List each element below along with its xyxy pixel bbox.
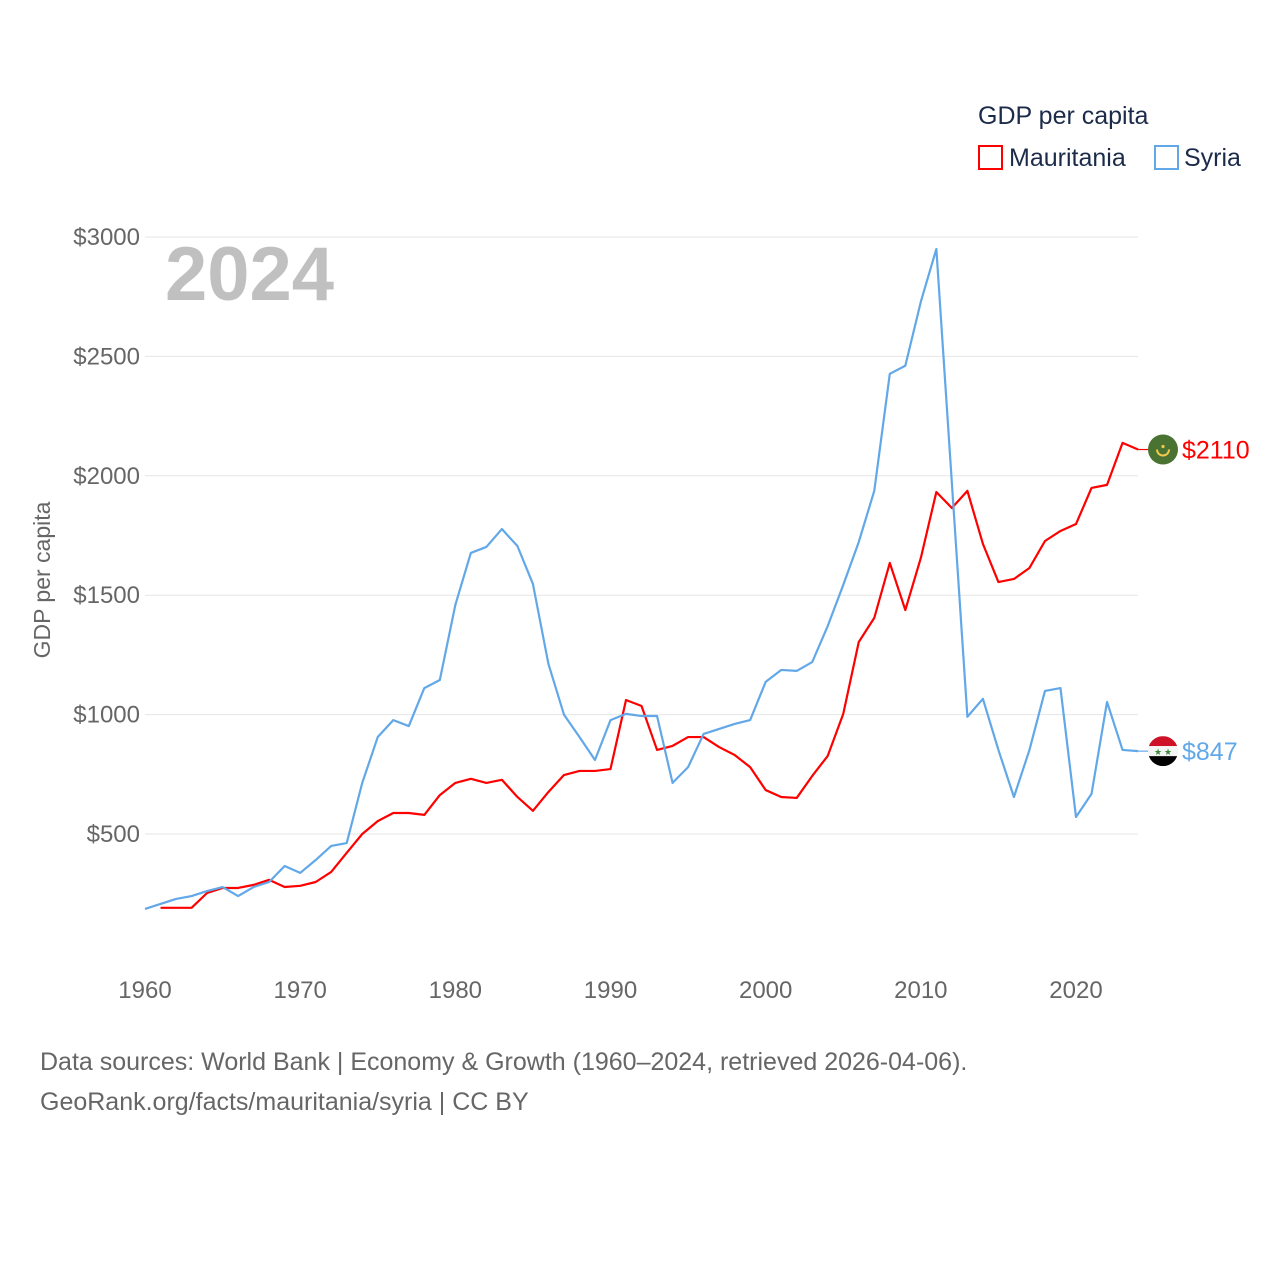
y-tick-label: $500	[87, 821, 140, 848]
x-tick-label: 2000	[739, 977, 792, 1004]
y-axis-label: GDP per capita	[29, 501, 55, 658]
star-icon: ★	[1154, 747, 1162, 757]
y-tick-label: $1500	[73, 582, 140, 609]
legend-swatch-mauritania	[978, 145, 1003, 170]
flag-stripe-white	[1148, 746, 1178, 757]
x-tick-label: 1980	[429, 977, 482, 1004]
legend-label-syria[interactable]: Syria	[1184, 144, 1241, 172]
x-axis: 1960 1970 1980 1990 2000 2010 2020	[118, 977, 1102, 1004]
syria-flag-icon: ★ ★	[1148, 736, 1178, 767]
crescent-icon	[1156, 449, 1170, 457]
x-tick-label: 1960	[118, 977, 171, 1004]
flag-stripes: ★ ★	[1148, 736, 1178, 767]
end-value-label-mauritania: $2110	[1182, 437, 1250, 465]
x-tick-label: 1970	[273, 977, 326, 1004]
star-icon	[1161, 444, 1165, 449]
source-link[interactable]: GeoRank.org/facts/mauritania/syria | CC …	[40, 1088, 529, 1116]
flag-stripe-black	[1148, 756, 1178, 767]
series-line-mauritania	[160, 441, 1139, 909]
y-tick-label: $2000	[73, 463, 140, 490]
mauritania-flag-icon	[1148, 434, 1178, 465]
legend: GDP per capita Mauritania Syria	[978, 102, 1241, 172]
grid	[145, 236, 1138, 835]
data-sources: Data sources: World Bank | Economy & Gro…	[40, 1048, 968, 1076]
legend-swatch-syria	[1154, 145, 1179, 170]
y-axis: $500 $1000 $1500 $2000 $2500 $3000	[73, 224, 140, 848]
y-tick-label: $3000	[73, 224, 140, 251]
footer: Data sources: World Bank | Economy & Gro…	[40, 1042, 967, 1122]
x-tick-label: 1990	[584, 977, 637, 1004]
star-icon: ★	[1164, 747, 1172, 757]
x-tick-label: 2020	[1049, 977, 1102, 1004]
y-tick-label: $2500	[73, 343, 140, 370]
flag-disc	[1148, 434, 1178, 465]
legend-label-mauritania[interactable]: Mauritania	[1009, 144, 1126, 172]
legend-title: GDP per capita	[978, 102, 1149, 130]
end-value-label-syria: $847	[1182, 738, 1238, 766]
end-labels: $2110★ ★ $847	[1138, 434, 1250, 767]
series-lines	[144, 247, 1139, 911]
flag-stripe-red	[1148, 736, 1178, 747]
year-label: 2024	[165, 232, 334, 317]
y-tick-label: $1000	[73, 702, 140, 729]
x-tick-label: 2010	[894, 977, 947, 1004]
series-line-syria	[144, 247, 1139, 911]
